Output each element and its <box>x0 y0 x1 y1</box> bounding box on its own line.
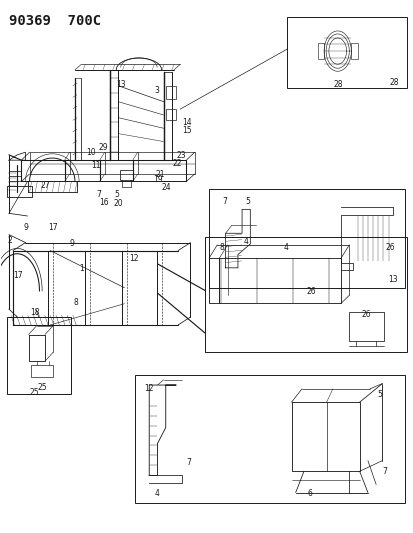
Text: 20: 20 <box>113 199 123 208</box>
Text: 4: 4 <box>155 489 159 498</box>
Text: 1: 1 <box>78 264 83 272</box>
Text: 19: 19 <box>153 175 163 184</box>
Text: 12: 12 <box>128 254 138 263</box>
Bar <box>31 366 53 377</box>
Text: 25: 25 <box>30 388 39 397</box>
Text: 22: 22 <box>172 159 182 168</box>
Text: 5: 5 <box>114 190 119 199</box>
Bar <box>7 185 31 197</box>
Text: 10: 10 <box>85 148 95 157</box>
Bar <box>209 258 340 303</box>
Text: 4: 4 <box>243 237 248 246</box>
Text: 29: 29 <box>98 143 107 152</box>
Text: 14: 14 <box>182 118 192 127</box>
Text: 13: 13 <box>116 79 126 88</box>
Text: 7: 7 <box>96 190 101 199</box>
Text: 25: 25 <box>37 383 47 392</box>
Text: 9: 9 <box>23 223 28 232</box>
Bar <box>317 43 323 59</box>
Text: 4: 4 <box>282 244 287 253</box>
Text: 6: 6 <box>307 489 312 498</box>
Bar <box>165 86 176 99</box>
Bar <box>351 43 357 59</box>
Text: 90369  700C: 90369 700C <box>9 14 101 28</box>
Text: 16: 16 <box>99 198 108 207</box>
Bar <box>165 109 176 120</box>
Bar <box>204 237 406 352</box>
Text: 24: 24 <box>161 183 171 192</box>
Text: 28: 28 <box>332 79 342 88</box>
Text: 18: 18 <box>30 308 39 317</box>
Text: 7: 7 <box>185 458 190 467</box>
Text: 5: 5 <box>377 390 382 399</box>
Text: 17: 17 <box>13 271 23 280</box>
Text: 15: 15 <box>182 126 192 135</box>
Text: 8: 8 <box>218 244 223 253</box>
Text: 26: 26 <box>306 287 315 296</box>
Bar <box>7 317 71 394</box>
Text: 21: 21 <box>155 170 165 179</box>
Text: 13: 13 <box>387 275 396 284</box>
Bar <box>287 17 406 88</box>
Text: 5: 5 <box>245 197 250 206</box>
Bar <box>120 170 133 180</box>
Bar <box>349 312 384 341</box>
Text: 9: 9 <box>69 239 74 248</box>
Text: 7: 7 <box>381 467 386 476</box>
Text: 12: 12 <box>144 384 154 393</box>
Text: 26: 26 <box>385 244 394 253</box>
Text: 27: 27 <box>40 181 50 190</box>
Text: 11: 11 <box>91 161 101 170</box>
Text: 23: 23 <box>176 151 185 160</box>
Text: 3: 3 <box>154 85 159 94</box>
Text: 7: 7 <box>222 197 227 206</box>
Text: 2: 2 <box>7 237 12 246</box>
Text: 26: 26 <box>360 311 370 319</box>
Bar <box>135 375 404 503</box>
Text: 8: 8 <box>74 298 78 307</box>
Text: 17: 17 <box>48 223 58 232</box>
Text: 28: 28 <box>389 77 399 86</box>
Bar <box>209 189 404 288</box>
